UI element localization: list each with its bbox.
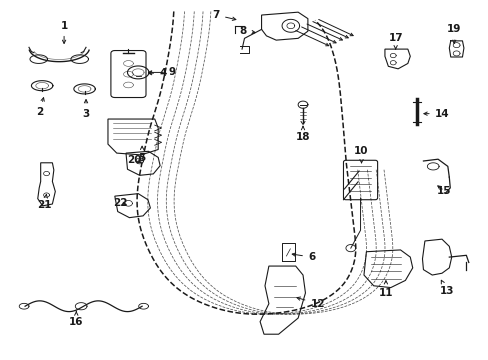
Text: 10: 10	[353, 146, 368, 163]
Text: 12: 12	[296, 297, 324, 309]
Text: 15: 15	[436, 186, 451, 196]
Text: 13: 13	[439, 280, 453, 296]
Text: 22: 22	[113, 198, 127, 208]
Text: 17: 17	[387, 33, 402, 49]
Text: 20: 20	[127, 155, 142, 165]
Text: 8: 8	[239, 26, 255, 36]
Text: 6: 6	[292, 252, 314, 262]
Text: 21: 21	[37, 194, 52, 210]
Text: 7: 7	[212, 10, 235, 21]
Text: 16: 16	[69, 311, 83, 327]
Text: 11: 11	[378, 281, 392, 298]
Text: 19: 19	[446, 24, 460, 44]
Text: 2: 2	[36, 98, 44, 117]
Text: 4: 4	[148, 68, 166, 78]
Text: 14: 14	[423, 109, 448, 119]
Text: 3: 3	[82, 100, 89, 119]
Text: 1: 1	[61, 21, 67, 44]
Text: 9: 9	[148, 67, 176, 77]
Text: 18: 18	[295, 126, 309, 142]
Text: 5: 5	[138, 146, 145, 163]
